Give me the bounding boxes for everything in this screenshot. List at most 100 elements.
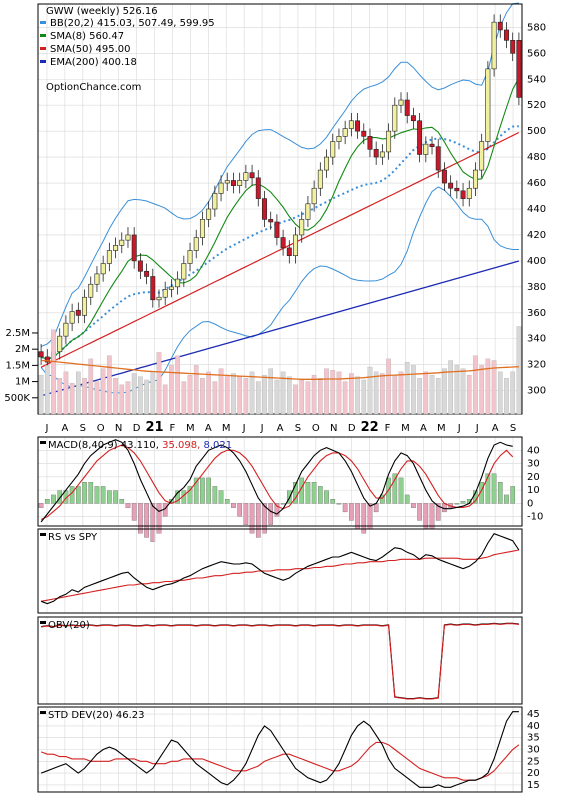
macd-histogram-bar [280, 503, 286, 505]
sma8-line [40, 77, 520, 361]
rs-ma-line [41, 549, 520, 602]
volume-bar [435, 378, 441, 415]
price-tick-label: 560 [527, 48, 546, 59]
volume-bar [299, 379, 305, 415]
candle-body [466, 187, 472, 199]
candle-body [330, 141, 336, 158]
macd-histogram-bar [293, 482, 298, 504]
rs-frame [37, 528, 523, 614]
macd-histogram-bar [510, 486, 516, 504]
ticker-label: GWW (weekly) 526.16 [46, 6, 158, 17]
volume-bar [516, 326, 522, 415]
legend-swatch [40, 60, 46, 63]
macd-histogram-bar [311, 482, 317, 504]
volume-bar [156, 352, 162, 415]
legend-swatch [40, 47, 46, 50]
candle-body [75, 309, 81, 316]
obv-frame [37, 616, 523, 705]
candle-body [69, 311, 75, 324]
ema200-line [40, 260, 520, 397]
watermark-text: OptionChance.com [46, 82, 141, 93]
macd-histogram-bar [349, 503, 354, 521]
std-legend-swatch [40, 711, 46, 714]
volume-bar [44, 365, 50, 415]
candle-body [435, 146, 441, 171]
candle-body [206, 208, 212, 220]
macd-histogram-bar [380, 494, 385, 504]
macd-histogram-bar [175, 490, 180, 504]
volume-bar [200, 378, 205, 415]
volume-bar [318, 378, 323, 415]
price-tick-label: 320 [527, 360, 546, 371]
candle-body [94, 273, 100, 285]
x-axis-label: O [312, 423, 320, 434]
volume-tick-label: 2.5M [5, 328, 30, 339]
x-axis-label: A [61, 423, 68, 434]
rs-panel: RS vs SPY [37, 528, 523, 614]
price-tick-label: 460 [527, 178, 546, 189]
volume-bar [255, 381, 261, 415]
candle-body [305, 203, 311, 220]
candle-body [417, 120, 423, 155]
volume-bar [355, 376, 360, 415]
volume-panel: 500K 1M 1.5M 2M 2.5M [4, 326, 522, 415]
candle-body [243, 172, 249, 181]
candle-body [342, 128, 348, 137]
x-axis-label: D [133, 423, 141, 434]
macd-histogram-bar [485, 473, 491, 504]
volume-bar [206, 371, 211, 415]
candle-body [510, 40, 516, 54]
x-axis-label: M [401, 423, 410, 434]
x-axis-label: 22 [361, 420, 379, 435]
macd-histogram-bar [187, 486, 193, 504]
volume-bar [162, 384, 168, 415]
price-tick-label: 440 [527, 204, 546, 215]
macd-histogram-bar [69, 486, 75, 504]
volume-bar [69, 383, 75, 415]
candle-body [224, 180, 230, 184]
volume-bar [150, 371, 156, 415]
candle-body [181, 263, 187, 280]
candle-body [262, 198, 267, 220]
macd-histogram-bar [411, 503, 416, 508]
candle-body [336, 136, 342, 142]
candle-body [255, 177, 261, 199]
volume-bar [349, 373, 354, 415]
macd-tick-label: 0 [527, 498, 533, 509]
macd-histogram-bar [51, 494, 56, 504]
price-panel: 300 320 340 360 380 400 420 440 460 480 500 520 540 5… [37, 2, 546, 435]
price-tick-label: 500 [527, 126, 546, 137]
x-axis-label: M [437, 423, 446, 434]
macd-histogram-bar [404, 494, 410, 504]
volume-bar [57, 378, 63, 415]
macd-legend-swatch [40, 441, 46, 444]
price-tick-label: 400 [527, 256, 546, 267]
candle-body [119, 239, 125, 246]
volume-bar [268, 368, 274, 415]
macd-histogram-bar [249, 503, 255, 534]
x-axis-label: 21 [145, 420, 163, 435]
candle-body [491, 21, 497, 70]
candle-body [100, 263, 106, 275]
candle-body [448, 182, 454, 189]
macd-histogram-bar [231, 503, 236, 508]
candle-body [429, 143, 435, 148]
candle-body [441, 169, 447, 184]
candle-body [44, 356, 50, 363]
std-tick-label: 20 [527, 768, 540, 779]
volume-bar [100, 368, 106, 415]
candle-body [125, 234, 131, 241]
volume-bar [107, 355, 112, 415]
volume-bar [411, 365, 416, 415]
candle-body [168, 286, 174, 290]
macd-histogram-bar [460, 501, 466, 504]
volume-bar [243, 378, 249, 415]
obv-legend-swatch [40, 621, 46, 624]
candle-body [187, 250, 193, 264]
candle-body [404, 99, 410, 116]
volume-bar [504, 378, 509, 415]
macd-histogram-bar [212, 486, 218, 504]
macd-histogram-bar [38, 503, 44, 508]
macd-histogram-bar [88, 482, 94, 504]
